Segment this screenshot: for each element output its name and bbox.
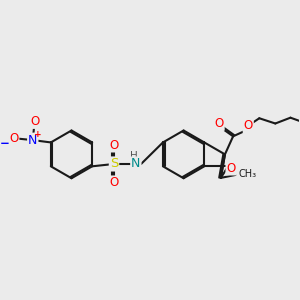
Text: O: O (244, 119, 253, 132)
Text: H: H (130, 151, 137, 161)
Text: S: S (110, 158, 118, 170)
Text: N: N (28, 134, 38, 147)
Text: O: O (226, 162, 236, 175)
Text: O: O (110, 139, 118, 152)
Text: O: O (30, 115, 39, 128)
Text: O: O (214, 117, 224, 130)
Text: O: O (9, 132, 19, 145)
Text: CH₃: CH₃ (238, 169, 256, 179)
Text: +: + (34, 130, 41, 139)
Text: O: O (110, 176, 118, 189)
Text: −: − (0, 137, 10, 150)
Text: N: N (131, 158, 140, 170)
